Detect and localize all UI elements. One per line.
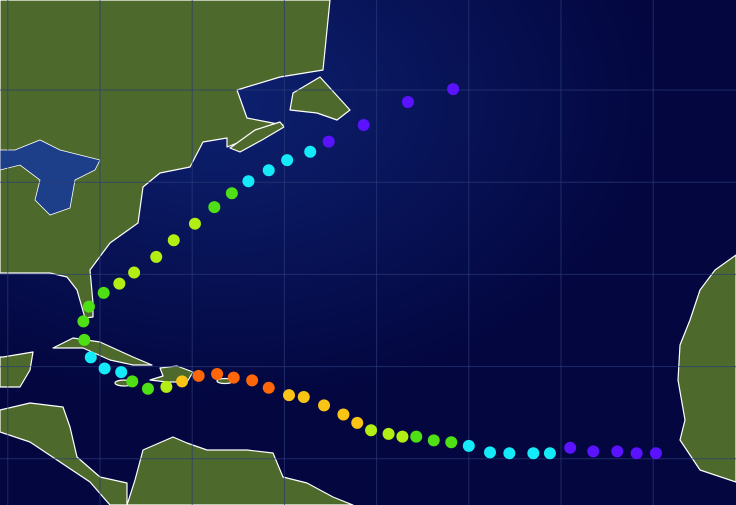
- track-point: [297, 391, 310, 404]
- track-point: [225, 187, 238, 200]
- track-point: [357, 119, 370, 132]
- track-point: [337, 408, 350, 421]
- track-point: [401, 95, 414, 108]
- track-point: [97, 286, 110, 299]
- track-point: [527, 447, 540, 460]
- track-point: [167, 234, 180, 247]
- track-point: [587, 445, 600, 458]
- track-point: [262, 381, 275, 394]
- track-point: [445, 436, 458, 449]
- track-point: [281, 154, 294, 167]
- track-point: [227, 371, 240, 384]
- track-point: [188, 217, 201, 230]
- track-point: [160, 380, 173, 393]
- track-point: [396, 430, 409, 443]
- track-point: [98, 362, 111, 375]
- track-point: [192, 369, 205, 382]
- track-point: [462, 439, 475, 452]
- great-lakes: [0, 139, 101, 216]
- storm-track: [77, 83, 662, 460]
- track-point: [427, 434, 440, 447]
- track-point: [283, 389, 296, 402]
- track-point: [211, 367, 224, 380]
- track-point: [611, 445, 624, 458]
- track-point: [304, 145, 317, 158]
- track-point: [322, 135, 335, 148]
- track-point: [208, 201, 221, 214]
- track-point: [351, 416, 364, 429]
- track-point: [649, 447, 662, 460]
- track-point: [318, 399, 331, 412]
- track-point: [382, 427, 395, 440]
- land-north-america: [0, 0, 331, 319]
- land-south-america: [126, 436, 354, 505]
- track-point: [246, 374, 259, 387]
- track-point: [242, 175, 255, 188]
- track-point: [126, 375, 139, 388]
- track-point: [484, 446, 497, 459]
- track-point: [262, 164, 275, 177]
- track-point: [77, 315, 90, 328]
- track-point: [543, 447, 556, 460]
- track-point: [365, 424, 378, 437]
- track-point: [447, 83, 460, 96]
- track-point: [503, 447, 516, 460]
- track-point: [630, 447, 643, 460]
- land-africa: [677, 254, 736, 483]
- track-point: [410, 430, 423, 443]
- track-point: [113, 277, 126, 290]
- track-point: [150, 250, 163, 263]
- track-point: [78, 333, 91, 346]
- track-point: [128, 266, 141, 279]
- track-point: [115, 366, 128, 379]
- track-point: [564, 441, 577, 454]
- track-point: [82, 300, 95, 313]
- land-newfoundland: [289, 76, 351, 121]
- track-point: [141, 382, 154, 395]
- track-point: [84, 351, 97, 364]
- land-central-america: [0, 402, 128, 505]
- track-point: [176, 375, 189, 388]
